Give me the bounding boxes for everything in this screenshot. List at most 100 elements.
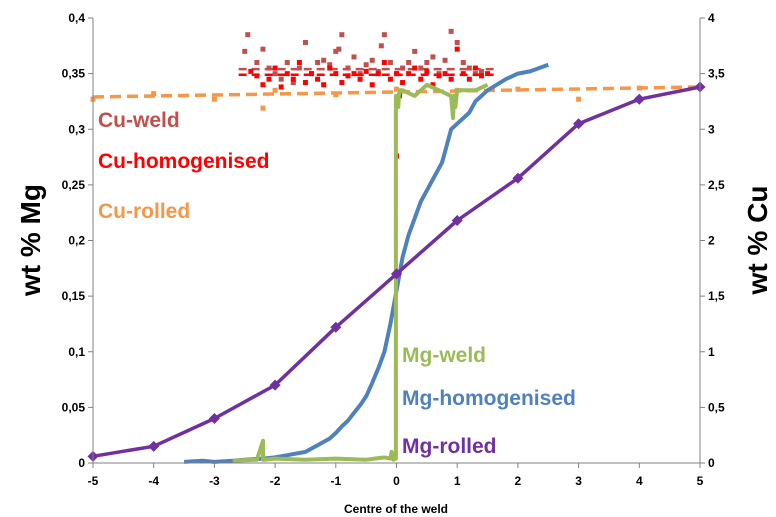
cu-homogenised-point xyxy=(472,65,478,71)
x-tick-label: -3 xyxy=(209,474,220,488)
axes-layer xyxy=(88,17,705,468)
y-right-tick-label: 2,5 xyxy=(708,178,725,192)
mg-rolled-marker xyxy=(391,268,402,280)
cu-weld-point xyxy=(296,65,302,71)
cu-homogenised-point xyxy=(400,80,406,86)
cu-weld-point xyxy=(260,46,266,52)
cu-homogenised-point xyxy=(387,76,393,82)
cu-weld-point xyxy=(345,65,351,71)
y-right-tick-label: 3,5 xyxy=(708,67,725,81)
cu-homogenised-point xyxy=(430,82,436,88)
x-tick-label: -5 xyxy=(88,474,99,488)
cu-weld-point xyxy=(454,39,460,45)
cu-homogenised-point xyxy=(296,60,302,65)
cu-homogenised-point xyxy=(278,84,284,90)
cu-weld-point xyxy=(442,57,448,63)
cu-homogenised-point xyxy=(333,71,339,77)
cu-rolled-point xyxy=(394,86,399,92)
cu-homogenised-point xyxy=(460,71,466,77)
cu-homogenised-point xyxy=(260,82,266,88)
cu-homogenised-point xyxy=(357,76,363,82)
cu-homogenised-point xyxy=(418,76,424,82)
y-left-tick-label: 0,3 xyxy=(68,122,85,136)
cu-weld-point xyxy=(369,57,375,63)
mg-rolled-marker xyxy=(451,214,463,226)
x-tick-label: 5 xyxy=(697,474,704,488)
cu-weld-point xyxy=(290,80,296,86)
cu-homogenised-point xyxy=(254,73,260,79)
cu-weld-point xyxy=(254,60,260,65)
cu-homogenised-point xyxy=(290,76,296,82)
cu-rolled-point xyxy=(260,105,266,111)
mg-rolled-marker xyxy=(269,379,281,391)
cu-rolled-point xyxy=(211,96,217,102)
mg-weld-line xyxy=(232,82,489,463)
cu-homogenised-point xyxy=(381,60,387,65)
y-right-tick-label: 0 xyxy=(708,456,715,470)
cu-rolled-point xyxy=(272,87,278,93)
cu-weld-point xyxy=(460,60,466,65)
y-left-tick-label: 0,4 xyxy=(68,11,85,25)
x-axis-title: Centre of the weld xyxy=(344,502,448,516)
cu-weld-point xyxy=(333,48,339,54)
series-label-mg-weld: Mg-weld xyxy=(402,344,486,367)
series-label-cu-weld: Cu-weld xyxy=(98,109,180,132)
mg-rolled-marker xyxy=(330,321,342,333)
cu-weld-point xyxy=(387,60,393,65)
cu-weld-point xyxy=(466,65,472,71)
cu-rolled-point xyxy=(333,92,339,98)
cu-rolled-point xyxy=(515,86,521,92)
mg-rolled-marker xyxy=(573,118,585,130)
cu-homogenised-point xyxy=(406,71,412,77)
cu-homogenised-point xyxy=(448,76,454,82)
cu-homogenised-point xyxy=(302,80,308,86)
y-left-tick-label: 0,1 xyxy=(68,345,85,359)
cu-homogenised-point xyxy=(412,65,418,71)
cu-homogenised-point xyxy=(436,73,442,79)
cu-weld-point xyxy=(284,60,290,65)
x-tick-label: -1 xyxy=(330,474,341,488)
cu-homogenised-point xyxy=(424,68,430,74)
cu-homogenised-point xyxy=(466,76,472,82)
y-right-tick-label: 0,5 xyxy=(708,400,725,414)
x-tick-label: -4 xyxy=(148,474,159,488)
y-axis-right-title: wt % Cu xyxy=(742,186,773,296)
mg-rolled-marker xyxy=(512,172,524,184)
cu-weld-point xyxy=(245,32,251,38)
ticks-layer: -5 -4 -3 -2 -1 0 1 2 3 4 500,050,10,150,20,250,30,… xyxy=(62,11,725,488)
series-label-cu-homogenised: Cu-homogenised xyxy=(98,150,270,173)
cu-rolled-point xyxy=(636,85,642,91)
cu-homogenised-point xyxy=(339,80,345,86)
cu-homogenised-point xyxy=(327,65,333,71)
cu-homogenised-point xyxy=(394,71,399,77)
cu-homogenised-point xyxy=(315,76,321,82)
cu-homogenised-point xyxy=(363,68,369,74)
data-layer xyxy=(87,28,706,464)
cu-homogenised-point xyxy=(284,71,290,77)
y-right-tick-label: 3 xyxy=(708,122,715,136)
cu-homogenised-point xyxy=(375,71,381,77)
y-left-tick-label: 0,2 xyxy=(68,234,85,248)
cu-weld-point xyxy=(448,28,454,34)
cu-weld-point xyxy=(278,76,284,82)
cu-weld-point xyxy=(406,60,412,65)
cu-weld-point xyxy=(302,39,308,45)
cu-rolled-point xyxy=(576,96,582,102)
cu-weld-point xyxy=(327,62,333,68)
cu-homogenised-point xyxy=(351,71,357,77)
x-tick-label: -2 xyxy=(270,474,281,488)
cu-weld-point xyxy=(418,65,424,71)
cu-homogenised-point xyxy=(321,82,327,88)
series-label-mg-rolled: Mg-rolled xyxy=(402,435,497,458)
cu-weld-point xyxy=(381,32,387,38)
cu-weld-point xyxy=(321,57,327,63)
y-right-tick-label: 1,5 xyxy=(708,289,725,303)
cu-weld-point xyxy=(266,65,272,71)
cu-weld-point xyxy=(430,54,436,60)
y-left-tick-label: 0,25 xyxy=(62,178,86,192)
cu-homogenised-point xyxy=(248,68,254,74)
cu-homogenised-point xyxy=(345,73,351,79)
y-left-tick-label: 0,35 xyxy=(62,67,86,81)
x-tick-label: 2 xyxy=(515,474,522,488)
